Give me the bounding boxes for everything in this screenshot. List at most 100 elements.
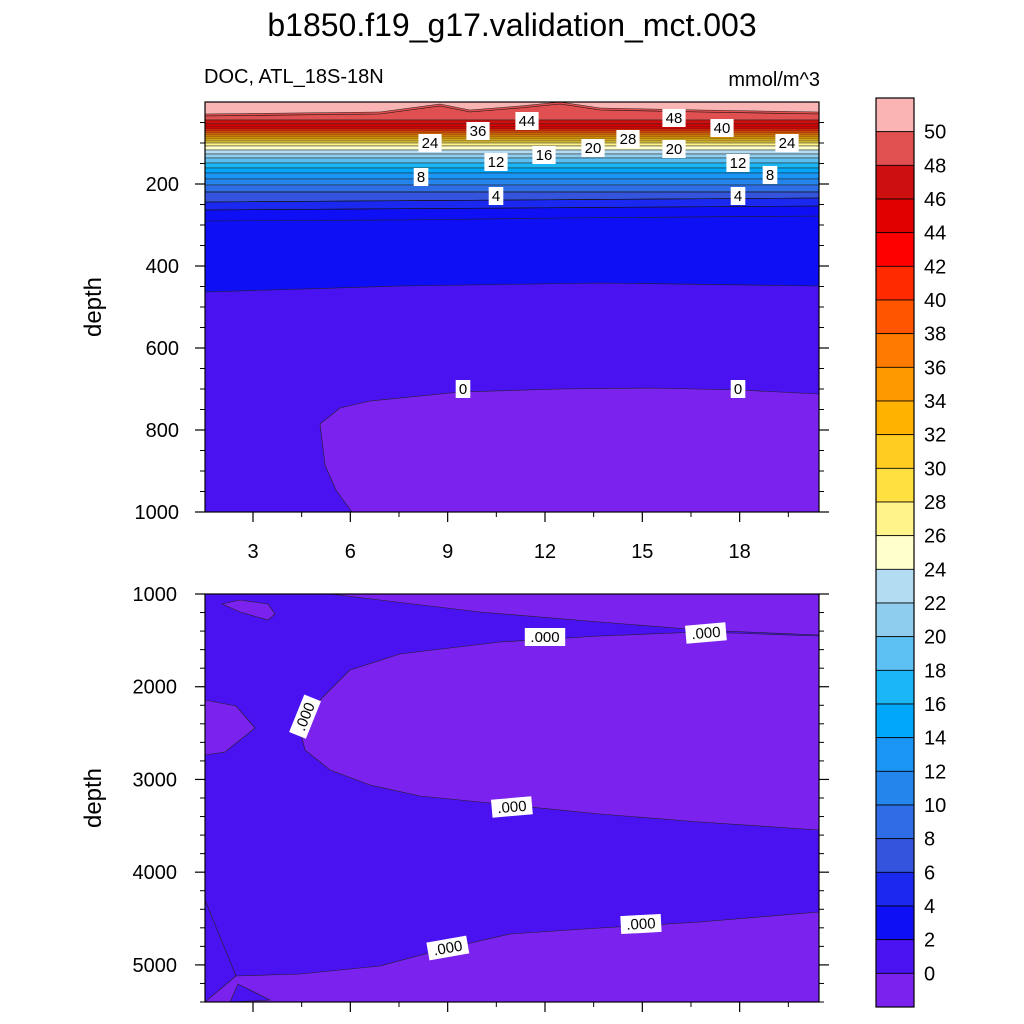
upper-contour-label: 20 — [581, 139, 605, 157]
colorbar-swatch — [875, 838, 915, 873]
colorbar-swatch — [875, 535, 915, 570]
lower-contour-label: .000 — [491, 796, 533, 818]
upper-contour-label: 8 — [413, 168, 429, 186]
colorbar-tick-label: 18 — [924, 660, 946, 682]
upper-y-tick-label: 800 — [146, 420, 179, 442]
upper-contour-label: 0 — [455, 380, 471, 398]
upper-y-tick-label: 600 — [146, 338, 179, 360]
colorbar-swatch — [875, 299, 915, 335]
colorbar-swatch — [875, 434, 915, 469]
lower-y-tick-label: 5000 — [133, 955, 178, 977]
colorbar-swatch — [875, 232, 915, 267]
colorbar-tick-label: 8 — [924, 829, 935, 851]
svg-text:28: 28 — [620, 131, 637, 148]
colorbar-tick-label: 36 — [924, 357, 946, 379]
colorbar-tick-label: 42 — [924, 256, 946, 278]
colorbar-tick-label: 26 — [924, 526, 946, 548]
colorbar-swatch — [875, 602, 915, 638]
colorbar: 5048464442403836343230282624222018161412… — [875, 97, 946, 1008]
colorbar-tick-label: 34 — [924, 391, 946, 413]
svg-text:36: 36 — [470, 123, 487, 140]
lower-y-axis-label: depth — [80, 768, 107, 828]
lower-contour-labels: .000.000.000.000.000.000 — [289, 622, 727, 961]
colorbar-swatch — [875, 198, 915, 234]
svg-text:12: 12 — [488, 154, 505, 171]
colorbar-swatch — [875, 265, 915, 301]
colorbar-tick-label: 40 — [924, 290, 946, 312]
svg-text:4: 4 — [734, 188, 742, 205]
colorbar-swatch — [875, 366, 915, 402]
colorbar-tick-label: 24 — [924, 559, 946, 581]
colorbar-swatch — [875, 501, 915, 537]
colorbar-tick-label: 6 — [924, 862, 935, 884]
svg-text:20: 20 — [585, 140, 602, 157]
colorbar-swatch — [875, 871, 915, 907]
lower-contour-label: .000 — [426, 935, 470, 961]
lower-purple-tongue — [299, 631, 819, 831]
upper-contour-label: 44 — [515, 112, 539, 130]
svg-text:.000: .000 — [691, 624, 722, 643]
svg-text:.000: .000 — [432, 938, 464, 960]
svg-text:12: 12 — [730, 155, 747, 172]
colorbar-swatch — [875, 333, 915, 368]
colorbar-swatch — [875, 770, 915, 806]
colorbar-tick-label: 46 — [924, 189, 946, 211]
upper-contour-label: 8 — [762, 166, 778, 184]
svg-text:44: 44 — [519, 113, 536, 130]
lower-y-tick-label: 3000 — [133, 769, 178, 791]
colorbar-swatch — [875, 972, 915, 1008]
colorbar-tick-label: 12 — [924, 761, 946, 783]
colorbar-swatch — [875, 669, 915, 705]
upper-contour-label: 0 — [730, 380, 746, 398]
colorbar-swatch — [875, 804, 915, 840]
upper-contour-label: 20 — [662, 140, 686, 158]
colorbar-tick-label: 20 — [924, 627, 946, 649]
colorbar-tick-label: 48 — [924, 155, 946, 177]
upper-x-tick-label: 12 — [534, 541, 556, 563]
svg-text:.000: .000 — [497, 798, 528, 817]
svg-text:20: 20 — [666, 141, 683, 158]
colorbar-swatch — [875, 568, 915, 604]
colorbar-tick-label: 2 — [924, 930, 935, 952]
colorbar-swatch — [875, 636, 915, 671]
colorbar-frame — [875, 97, 915, 1008]
colorbar-tick-label: 50 — [924, 122, 946, 144]
band-below-0 — [319, 387, 819, 512]
colorbar-tick-label: 28 — [924, 492, 946, 514]
upper-contour-label: 24 — [775, 134, 799, 152]
upper-y-tick-label: 400 — [146, 256, 179, 278]
upper-y-tick-label: 200 — [146, 174, 179, 196]
colorbar-swatch — [875, 703, 915, 739]
lower-contour-label: .000 — [685, 622, 727, 644]
lower-x-ticks — [252, 1002, 789, 1012]
colorbar-swatch — [875, 939, 915, 974]
lower-panel: .000.000.000.000.000.000 100020003000400… — [80, 584, 829, 1012]
colorbar-tick-label: 10 — [924, 795, 946, 817]
upper-contour-label: 40 — [710, 119, 734, 137]
upper-x-tick-label: 9 — [442, 541, 453, 563]
colorbar-tick-label: 32 — [924, 425, 946, 447]
svg-text:4: 4 — [492, 188, 500, 205]
upper-panel: DOC, ATL_18S-18N mmol/m^3 — [80, 66, 829, 563]
colorbar-tick-label: 30 — [924, 458, 946, 480]
variable-label: DOC, ATL_18S-18N — [204, 66, 384, 88]
svg-text:.000: .000 — [626, 915, 656, 934]
colorbar-swatch — [875, 131, 915, 166]
colorbar-swatch — [875, 97, 915, 133]
svg-text:8: 8 — [417, 169, 425, 186]
upper-contour-label: 12 — [726, 154, 750, 172]
svg-text:.000: .000 — [530, 629, 559, 646]
colorbar-tick-label: 16 — [924, 694, 946, 716]
upper-contour-label: 16 — [532, 146, 556, 164]
upper-contour-label: 28 — [616, 130, 640, 148]
svg-text:8: 8 — [766, 167, 774, 184]
colorbar-tick-label: 22 — [924, 593, 946, 615]
upper-x-tick-label: 6 — [345, 541, 356, 563]
lower-y-ticks: 1000 2000 3000 4000 5000 — [133, 584, 829, 1003]
colorbar-tick-label: 0 — [924, 963, 935, 985]
lower-y-tick-label: 4000 — [133, 862, 178, 884]
upper-x-tick-label: 15 — [631, 541, 653, 563]
